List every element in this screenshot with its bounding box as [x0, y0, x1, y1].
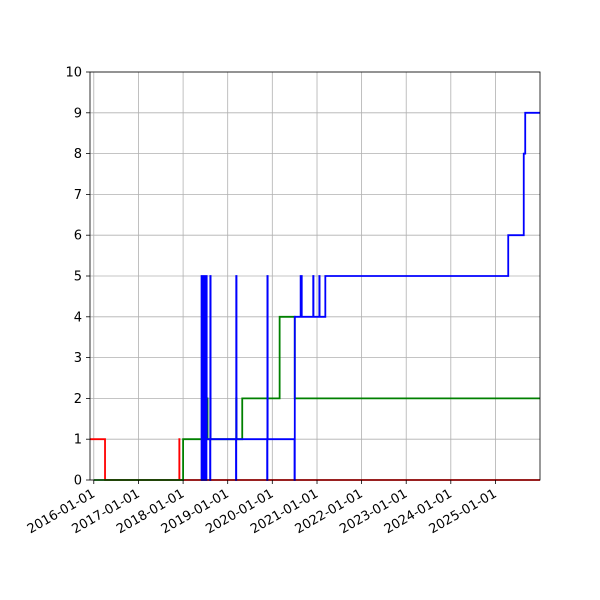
- y-tick-label: 9: [74, 106, 82, 121]
- y-tick-label: 0: [74, 474, 82, 489]
- y-tick-label: 8: [74, 147, 82, 162]
- x-axis: 2016-01-012017-01-012018-01-012019-01-01…: [25, 480, 500, 537]
- y-tick-label: 3: [74, 351, 82, 366]
- y-tick-label: 10: [65, 66, 82, 81]
- series-line-3: [200, 111, 540, 481]
- y-tick-label: 1: [74, 433, 82, 448]
- series-line-1: [90, 438, 540, 481]
- y-tick-label: 6: [74, 229, 82, 244]
- series-layer: [90, 111, 540, 481]
- y-axis: 0 1 2 3 4 5 6 7 8 9 10: [65, 66, 90, 489]
- y-tick-label: 5: [74, 270, 82, 285]
- y-tick-label: 2: [74, 392, 82, 407]
- y-tick-label: 7: [74, 188, 82, 203]
- y-tick-label: 4: [74, 310, 82, 325]
